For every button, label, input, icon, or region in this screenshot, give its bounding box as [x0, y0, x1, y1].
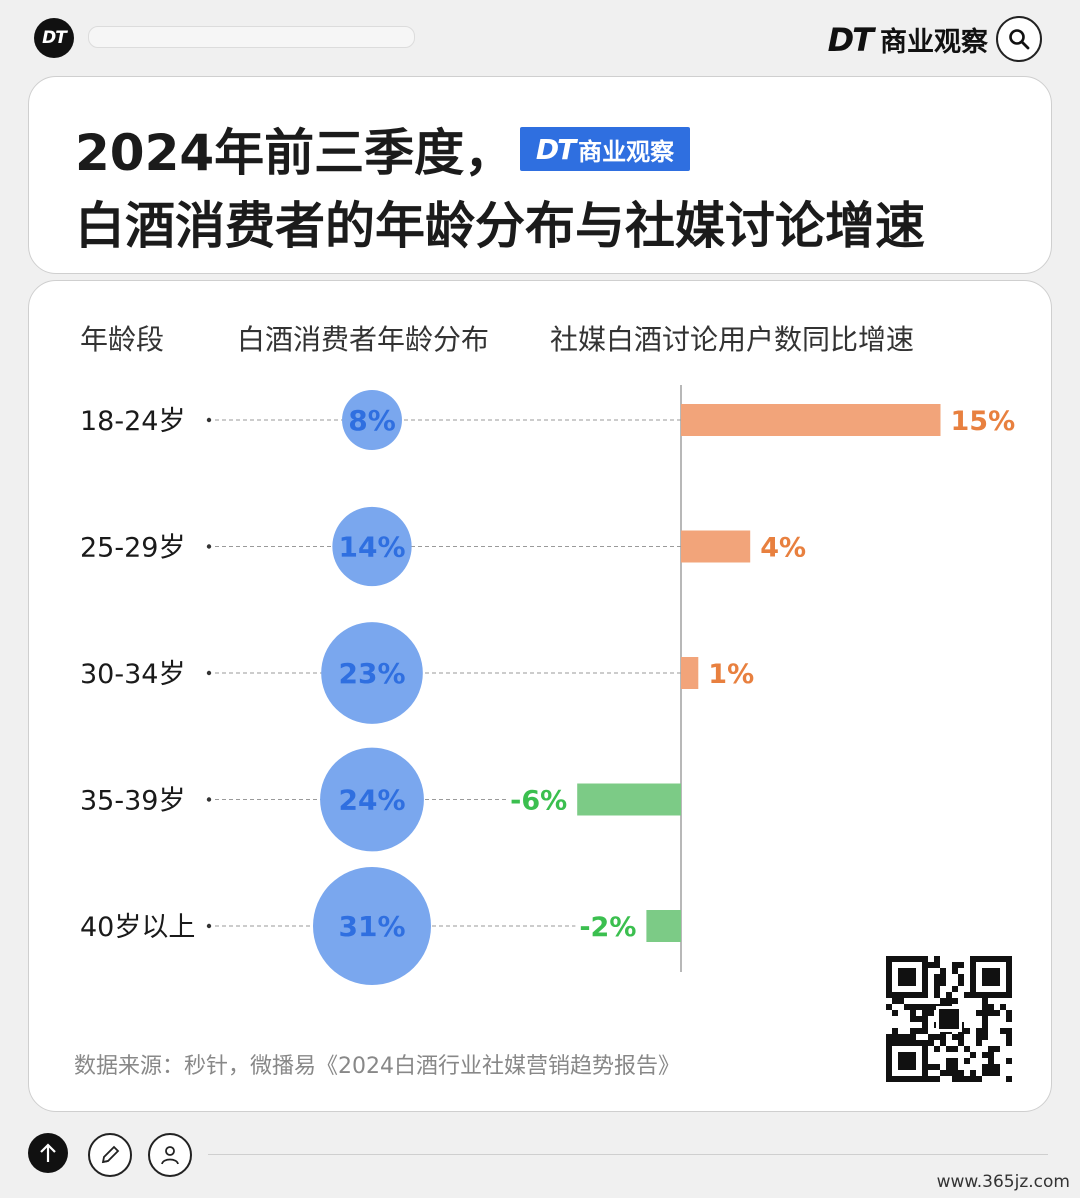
profile-button[interactable]: [148, 1133, 192, 1177]
user-icon: [161, 1146, 179, 1165]
data-source: 数据来源：秒针，微播易《2024白酒行业社媒营销趋势报告》: [74, 1054, 680, 1079]
top-bar-pill[interactable]: [88, 26, 415, 48]
edit-button[interactable]: [88, 1133, 132, 1177]
growth-label: 1%: [708, 659, 754, 690]
brand-badge: DT 商业观察: [520, 127, 690, 171]
distribution-label: 8%: [348, 404, 396, 437]
arrow-up-icon: [40, 1143, 56, 1162]
distribution-circle: [320, 747, 424, 852]
badge-dt: DT: [535, 132, 576, 166]
search-button[interactable]: [996, 16, 1042, 62]
row-dot: [206, 544, 212, 549]
qr-code[interactable]: [886, 956, 1012, 1082]
category-label: 35-39岁: [80, 786, 185, 817]
category-label: 18-24岁: [80, 406, 185, 437]
growth-label: 4%: [760, 533, 806, 564]
title-line-2: 白酒消费者的年龄分布与社媒讨论增速: [75, 197, 925, 255]
column-header-age: 年龄段: [80, 323, 165, 356]
distribution-circle: [332, 506, 412, 587]
row-dot: [206, 417, 212, 423]
brand-name: 商业观察: [880, 27, 988, 58]
category-label: 30-34岁: [80, 659, 185, 690]
qr-code-icon: [886, 956, 1012, 1082]
brand: DT 商业观察: [828, 20, 988, 59]
growth-bar: [646, 910, 681, 942]
bottom-divider: [208, 1154, 1048, 1155]
logo[interactable]: DT: [34, 18, 74, 58]
distribution-label: 31%: [338, 910, 405, 943]
growth-label: 15%: [951, 406, 1016, 437]
pencil-icon: [101, 1145, 120, 1164]
brand-dt: DT: [827, 20, 874, 59]
distribution-circle: [342, 390, 402, 450]
row-dot: [206, 797, 212, 802]
distribution-label: 14%: [338, 531, 405, 564]
search-icon: [1009, 29, 1030, 50]
distribution-circle: [313, 867, 431, 985]
distribution-label: 24%: [338, 784, 405, 817]
distribution-circle: [321, 622, 423, 724]
growth-bar: [577, 783, 681, 816]
category-label: 40岁以上: [80, 912, 195, 943]
category-label: 25-29岁: [80, 533, 185, 564]
growth-label: -2%: [579, 912, 636, 943]
title-card: [28, 76, 1052, 274]
distribution-label: 23%: [338, 657, 405, 690]
scroll-top-button[interactable]: [28, 1133, 68, 1173]
row-dot: [206, 923, 212, 929]
row-dot: [206, 670, 212, 676]
top-bar: DT DT 商业观察: [0, 0, 1080, 80]
growth-bar: [681, 657, 699, 689]
column-header-growth: 社媒白酒讨论用户数同比增速: [550, 323, 915, 356]
growth-label: -6%: [510, 786, 567, 817]
badge-text: 商业观察: [578, 137, 675, 166]
growth-bar: [681, 404, 941, 436]
column-header-distribution: 白酒消费者年龄分布: [237, 323, 490, 356]
site-watermark: www.365jz.com: [932, 1172, 1074, 1192]
growth-bar: [681, 530, 751, 563]
title-line-1: 2024年前三季度，: [75, 124, 515, 182]
